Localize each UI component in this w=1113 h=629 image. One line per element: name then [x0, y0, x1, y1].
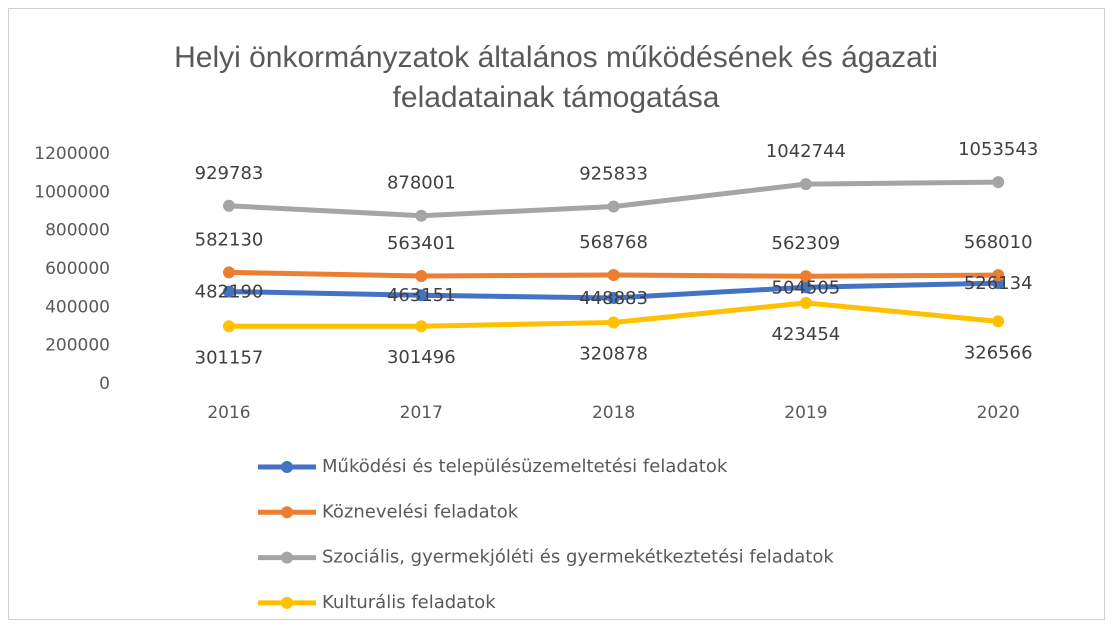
marker [992, 269, 1005, 282]
data-label: 301496 [387, 347, 456, 368]
data-label: 448883 [579, 288, 648, 309]
y-tick-label: 0 [99, 374, 110, 394]
x-tick-label: 2016 [207, 403, 250, 423]
data-label: 582130 [195, 229, 264, 250]
data-label: 568768 [579, 232, 648, 253]
legend-marker [281, 506, 293, 519]
marker [223, 199, 235, 212]
marker [415, 209, 428, 222]
marker [415, 289, 428, 302]
data-label: 1042744 [766, 141, 846, 162]
legend-marker [281, 461, 293, 473]
data-label: 463151 [387, 285, 456, 306]
data-label: 326566 [964, 342, 1033, 363]
y-tick-label: 200000 [45, 336, 110, 356]
marker [992, 315, 1005, 328]
y-tick-label: 800000 [45, 221, 110, 241]
data-label: 504505 [772, 277, 841, 298]
marker [223, 285, 235, 298]
marker [415, 320, 428, 333]
marker [415, 270, 428, 283]
marker [799, 296, 812, 309]
marker [799, 270, 812, 283]
data-label: 925833 [579, 164, 648, 185]
y-tick-label: 600000 [45, 259, 110, 279]
y-tick-label: 1200000 [34, 144, 110, 164]
data-label: 568010 [964, 232, 1033, 253]
x-tick-label: 2017 [400, 403, 443, 423]
data-label: 562309 [772, 233, 841, 254]
marker [223, 320, 235, 333]
legend-marker [281, 596, 293, 609]
data-label: 563401 [387, 233, 456, 254]
data-label: 482190 [195, 282, 264, 303]
x-tick-label: 2020 [977, 403, 1020, 423]
data-label: 526134 [964, 273, 1033, 294]
marker [799, 281, 812, 294]
chart-title: Helyi önkormányzatok általános működésén… [174, 41, 938, 114]
x-tick-label: 2019 [784, 403, 827, 423]
data-label: 878001 [387, 173, 456, 194]
marker [799, 178, 812, 191]
data-label: 929783 [195, 163, 264, 184]
legend-marker [281, 551, 293, 564]
marker [992, 176, 1005, 189]
marker [223, 266, 235, 279]
data-label: 301157 [195, 347, 264, 368]
legend-label: Kulturális feladatok [322, 592, 496, 613]
x-tick-label: 2018 [592, 403, 635, 423]
y-tick-label: 400000 [45, 297, 110, 317]
legend-label: Szociális, gyermekjóléti és gyermekétkez… [322, 547, 834, 568]
y-tick-label: 1000000 [34, 182, 110, 202]
marker [607, 268, 620, 281]
marker [607, 291, 620, 304]
legend-label: Működési és településüzemeltetési felada… [322, 456, 728, 477]
chart-frame [8, 8, 1105, 620]
data-label: 1053543 [958, 139, 1038, 160]
marker [607, 200, 620, 213]
data-label: 320878 [579, 343, 648, 364]
legend-label: Köznevelési feladatok [322, 501, 519, 522]
marker [607, 316, 620, 329]
data-label: 423454 [772, 324, 841, 345]
